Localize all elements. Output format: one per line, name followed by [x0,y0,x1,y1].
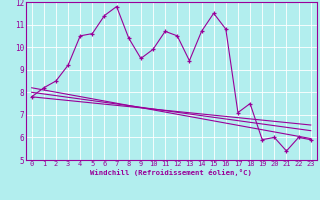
X-axis label: Windchill (Refroidissement éolien,°C): Windchill (Refroidissement éolien,°C) [90,169,252,176]
